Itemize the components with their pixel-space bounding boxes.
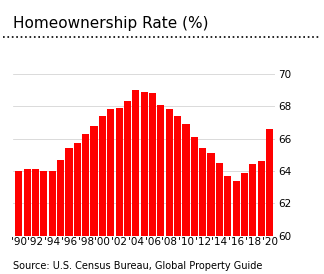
Bar: [141, 92, 148, 274]
Bar: [174, 116, 181, 274]
Bar: [166, 109, 173, 274]
Bar: [74, 143, 81, 274]
Bar: [24, 169, 31, 274]
Bar: [233, 181, 240, 274]
Bar: [57, 159, 64, 274]
Bar: [199, 148, 206, 274]
Bar: [99, 116, 106, 274]
Text: Homeownership Rate (%): Homeownership Rate (%): [13, 16, 208, 32]
Bar: [49, 171, 56, 274]
Bar: [249, 164, 256, 274]
Bar: [40, 171, 47, 274]
Bar: [90, 125, 98, 274]
Bar: [266, 129, 273, 274]
Bar: [182, 124, 190, 274]
Bar: [149, 93, 156, 274]
Text: Source: U.S. Census Bureau, Global Property Guide: Source: U.S. Census Bureau, Global Prope…: [13, 261, 262, 271]
Bar: [82, 134, 89, 274]
Bar: [107, 109, 114, 274]
Bar: [207, 153, 214, 274]
Bar: [132, 90, 139, 274]
Bar: [224, 176, 231, 274]
Bar: [65, 148, 73, 274]
Bar: [191, 137, 198, 274]
Bar: [216, 163, 223, 274]
Bar: [32, 169, 39, 274]
Bar: [258, 161, 265, 274]
Bar: [241, 173, 248, 274]
Bar: [15, 171, 22, 274]
Bar: [116, 108, 123, 274]
Bar: [124, 101, 131, 274]
Bar: [157, 105, 165, 274]
